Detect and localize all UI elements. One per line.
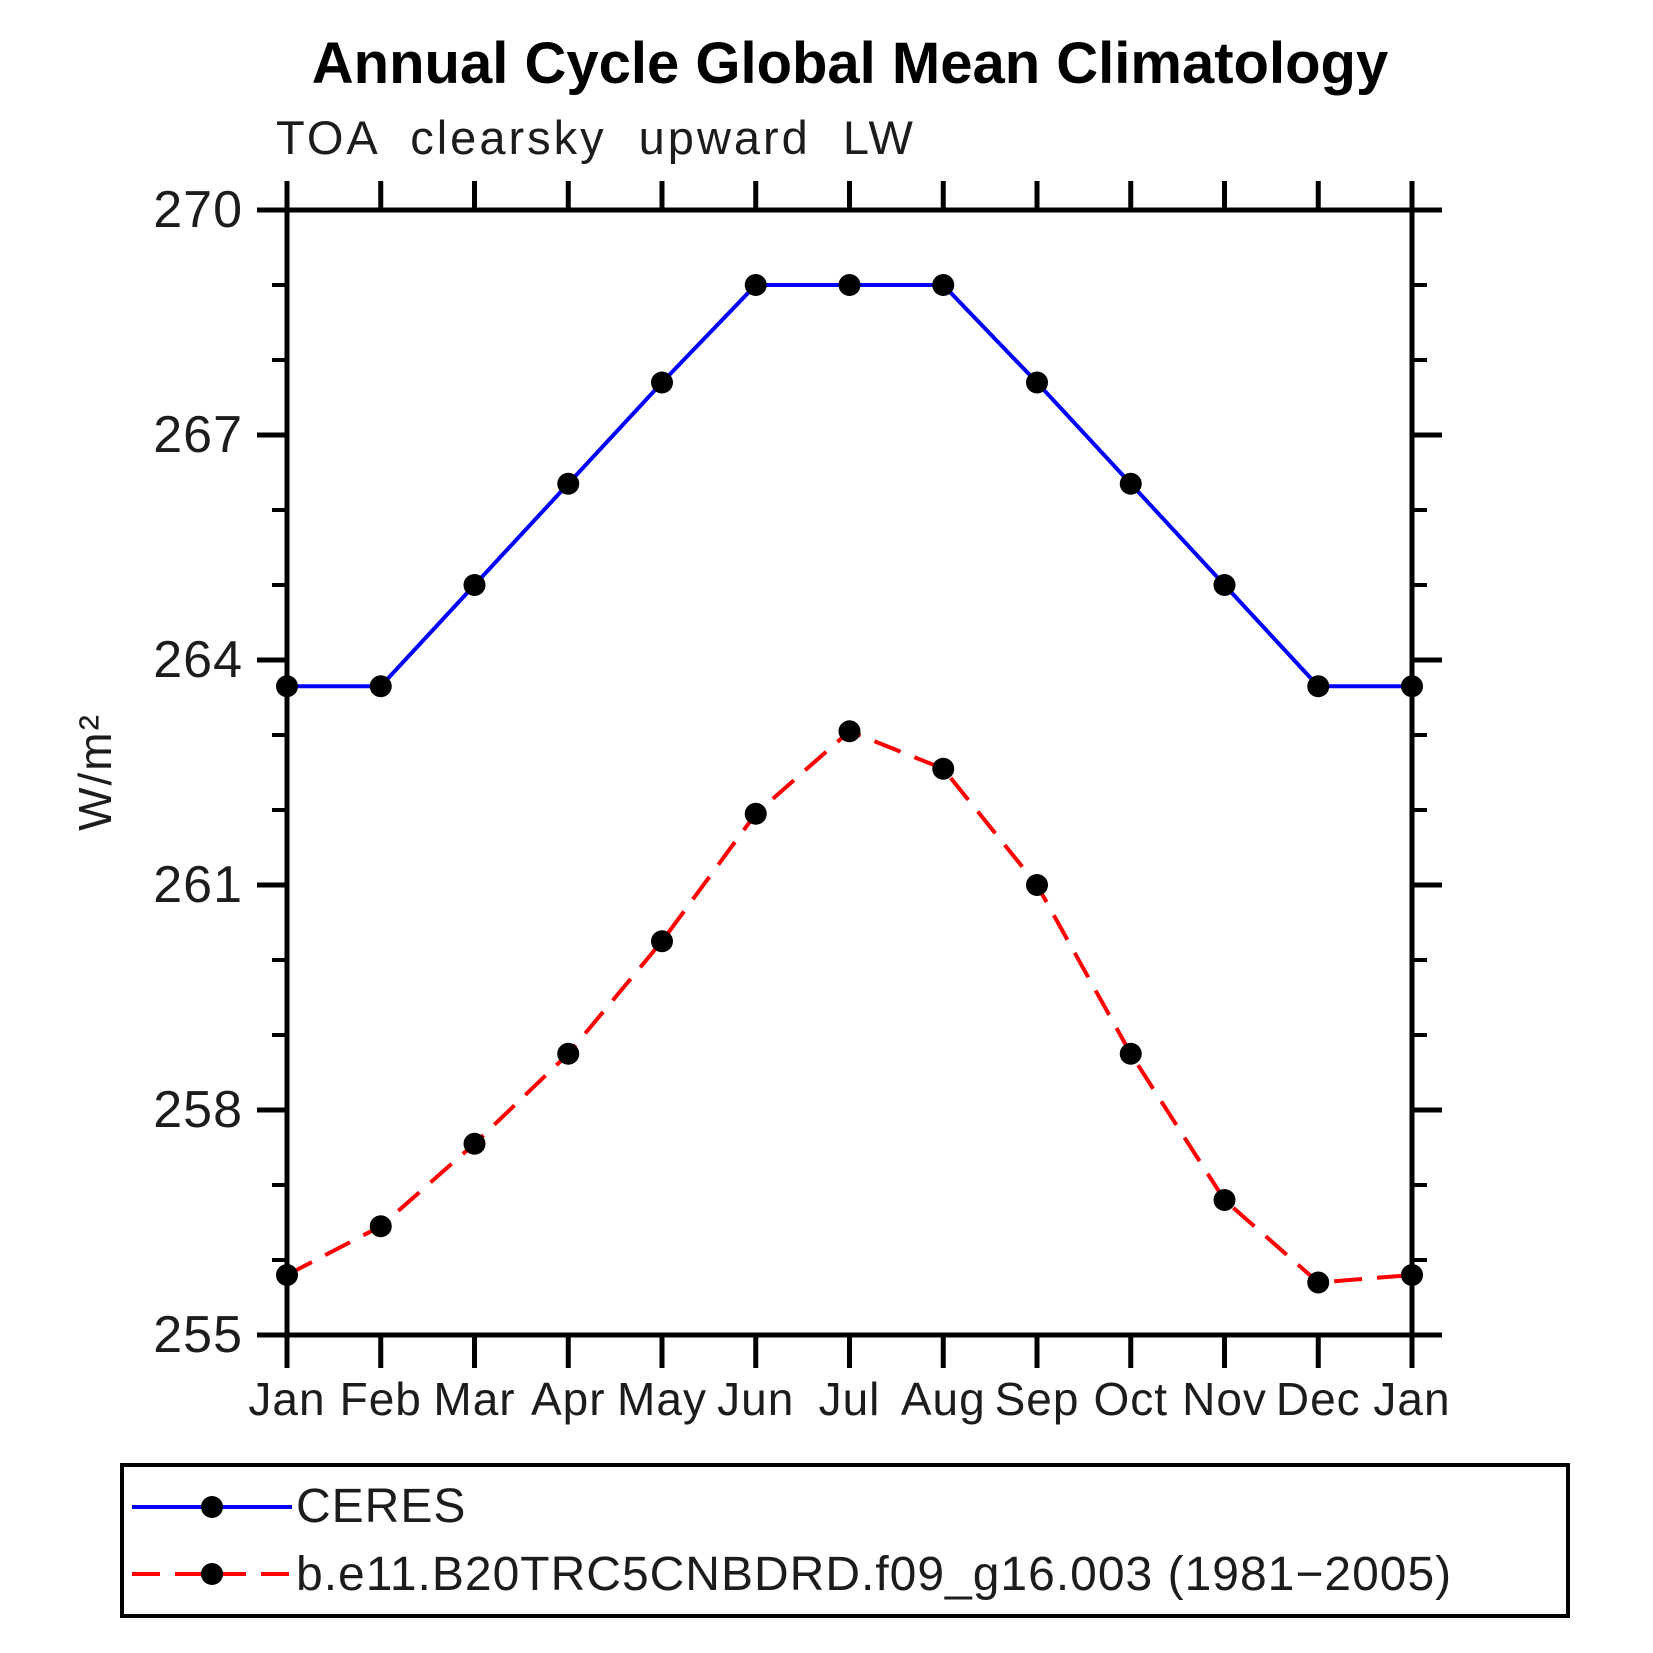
chart-subtitle: TOA clearsky upward LW: [276, 111, 916, 164]
x-tick-label: Oct: [1093, 1373, 1168, 1425]
legend-item-ceres: CERES: [128, 1479, 1566, 1534]
ceres-data-point-marker: [369, 675, 392, 698]
model-data-point-marker: [1213, 1189, 1236, 1211]
x-tick-label: Feb: [340, 1373, 422, 1425]
ceres-data-point-marker: [276, 675, 298, 698]
x-tick-label: Sep: [995, 1373, 1080, 1425]
x-tick-label: Jan: [248, 1373, 325, 1425]
x-tick-label: Jun: [717, 1373, 794, 1425]
ceres-data-point-marker: [1213, 574, 1236, 596]
model-data-point-marker: [369, 1215, 392, 1238]
x-tick-label: May: [617, 1373, 707, 1425]
legend-box: CERES b.e11.B20TRC5CNBDRD.f09_g16.003 (1…: [120, 1463, 1570, 1618]
ceres-line-sample-icon: [132, 1495, 292, 1518]
ceres-data-point-marker: [1026, 371, 1048, 394]
x-tick-label: Dec: [1276, 1373, 1361, 1425]
model-line-sample-icon: [132, 1563, 292, 1586]
model-data-point-marker: [651, 930, 673, 953]
x-tick-label: Jul: [819, 1373, 881, 1425]
y-tick-label: 267: [153, 406, 243, 464]
ceres-data-point-marker: [463, 574, 486, 596]
model-data-point-marker: [838, 720, 861, 743]
ceres-data-point-marker: [1119, 472, 1142, 495]
legend-item-model: b.e11.B20TRC5CNBDRD.f09_g16.003 (1981−20…: [128, 1547, 1566, 1602]
model-data-point-marker: [1401, 1264, 1423, 1286]
y-tick-label: 258: [153, 1081, 243, 1139]
y-tick-label: 270: [153, 181, 243, 239]
legend-label-model: b.e11.B20TRC5CNBDRD.f09_g16.003 (1981−20…: [296, 1547, 1453, 1601]
x-tick-label: Aug: [901, 1373, 986, 1425]
model-data-point-marker: [744, 802, 767, 825]
model-data-point-marker: [557, 1042, 580, 1065]
ceres-data-point-marker: [838, 274, 861, 296]
model-data-point-marker: [1119, 1042, 1142, 1065]
x-tick-label: Nov: [1182, 1373, 1267, 1425]
y-tick-label: 255: [153, 1306, 243, 1364]
plot-frame: [284, 207, 1415, 1338]
model-data-point-marker: [932, 757, 955, 780]
model-data-point-marker: [1307, 1271, 1330, 1294]
ceres-line: [287, 283, 1412, 689]
ceres-data-point-marker: [744, 274, 767, 296]
x-tick-label: Apr: [531, 1373, 606, 1425]
model-line: [286, 728, 1413, 1285]
legend-label-ceres: CERES: [296, 1480, 467, 1534]
y-tick-label: 264: [153, 631, 243, 689]
model-data-point-marker: [1026, 874, 1048, 896]
ceres-data-point-marker: [1307, 675, 1330, 698]
ceres-data-point-marker: [1401, 675, 1423, 698]
model-data-point-marker: [276, 1264, 298, 1286]
x-tick-label: Jan: [1373, 1373, 1450, 1425]
ceres-data-point-marker: [651, 371, 673, 394]
y-tick-label: 261: [153, 856, 243, 914]
ceres-data-point-marker: [932, 274, 955, 296]
ceres-data-point-marker: [557, 472, 580, 495]
x-tick-label: Mar: [433, 1373, 515, 1425]
chart-title: Annual Cycle Global Mean Climatology: [311, 31, 1389, 96]
model-data-point-marker: [463, 1132, 486, 1155]
